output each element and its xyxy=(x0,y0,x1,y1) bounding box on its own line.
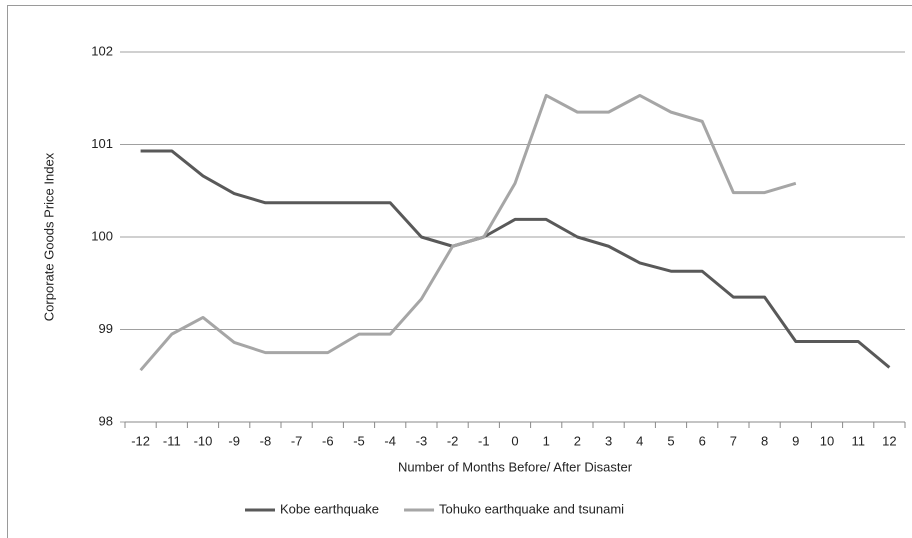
x-tick-label: -1 xyxy=(478,433,490,448)
y-tick-label: 99 xyxy=(99,321,113,336)
x-tick-label: -3 xyxy=(416,433,428,448)
x-tick-label: 7 xyxy=(730,433,737,448)
x-tick-label: 0 xyxy=(511,433,518,448)
legend-label: Tohuko earthquake and tsunami xyxy=(439,501,624,516)
x-tick-label: 10 xyxy=(820,433,834,448)
x-tick-label: -10 xyxy=(194,433,213,448)
y-tick-label: 98 xyxy=(99,413,113,428)
chart-frame xyxy=(7,5,912,538)
x-axis-title: Number of Months Before/ After Disaster xyxy=(398,459,633,474)
x-tick-label: -12 xyxy=(131,433,150,448)
x-tick-label: -9 xyxy=(228,433,240,448)
x-tick-label: -7 xyxy=(291,433,303,448)
x-tick-label: 8 xyxy=(761,433,768,448)
x-tick-label: -4 xyxy=(384,433,396,448)
x-tick-label: 5 xyxy=(667,433,674,448)
x-tick-label: 2 xyxy=(574,433,581,448)
x-tick-label: 6 xyxy=(699,433,706,448)
x-tick-label: 1 xyxy=(543,433,550,448)
y-tick-label: 102 xyxy=(91,43,113,58)
x-tick-label: 4 xyxy=(636,433,643,448)
y-tick-label: 101 xyxy=(91,136,113,151)
x-tick-label: 3 xyxy=(605,433,612,448)
y-tick-label: 100 xyxy=(91,228,113,243)
series-line xyxy=(140,149,891,369)
x-tick-label: -2 xyxy=(447,433,459,448)
y-axis-title: Corporate Goods Price Index xyxy=(41,152,56,321)
x-tick-label: -6 xyxy=(322,433,334,448)
x-tick-label: 11 xyxy=(851,433,865,448)
x-tick-label: -5 xyxy=(353,433,365,448)
series-line xyxy=(139,93,797,372)
legend-label: Kobe earthquake xyxy=(280,501,379,516)
x-tick-label: -11 xyxy=(163,433,181,448)
x-tick-label: 12 xyxy=(882,433,896,448)
x-tick-label: -8 xyxy=(260,433,272,448)
x-tick-label: 9 xyxy=(792,433,799,448)
